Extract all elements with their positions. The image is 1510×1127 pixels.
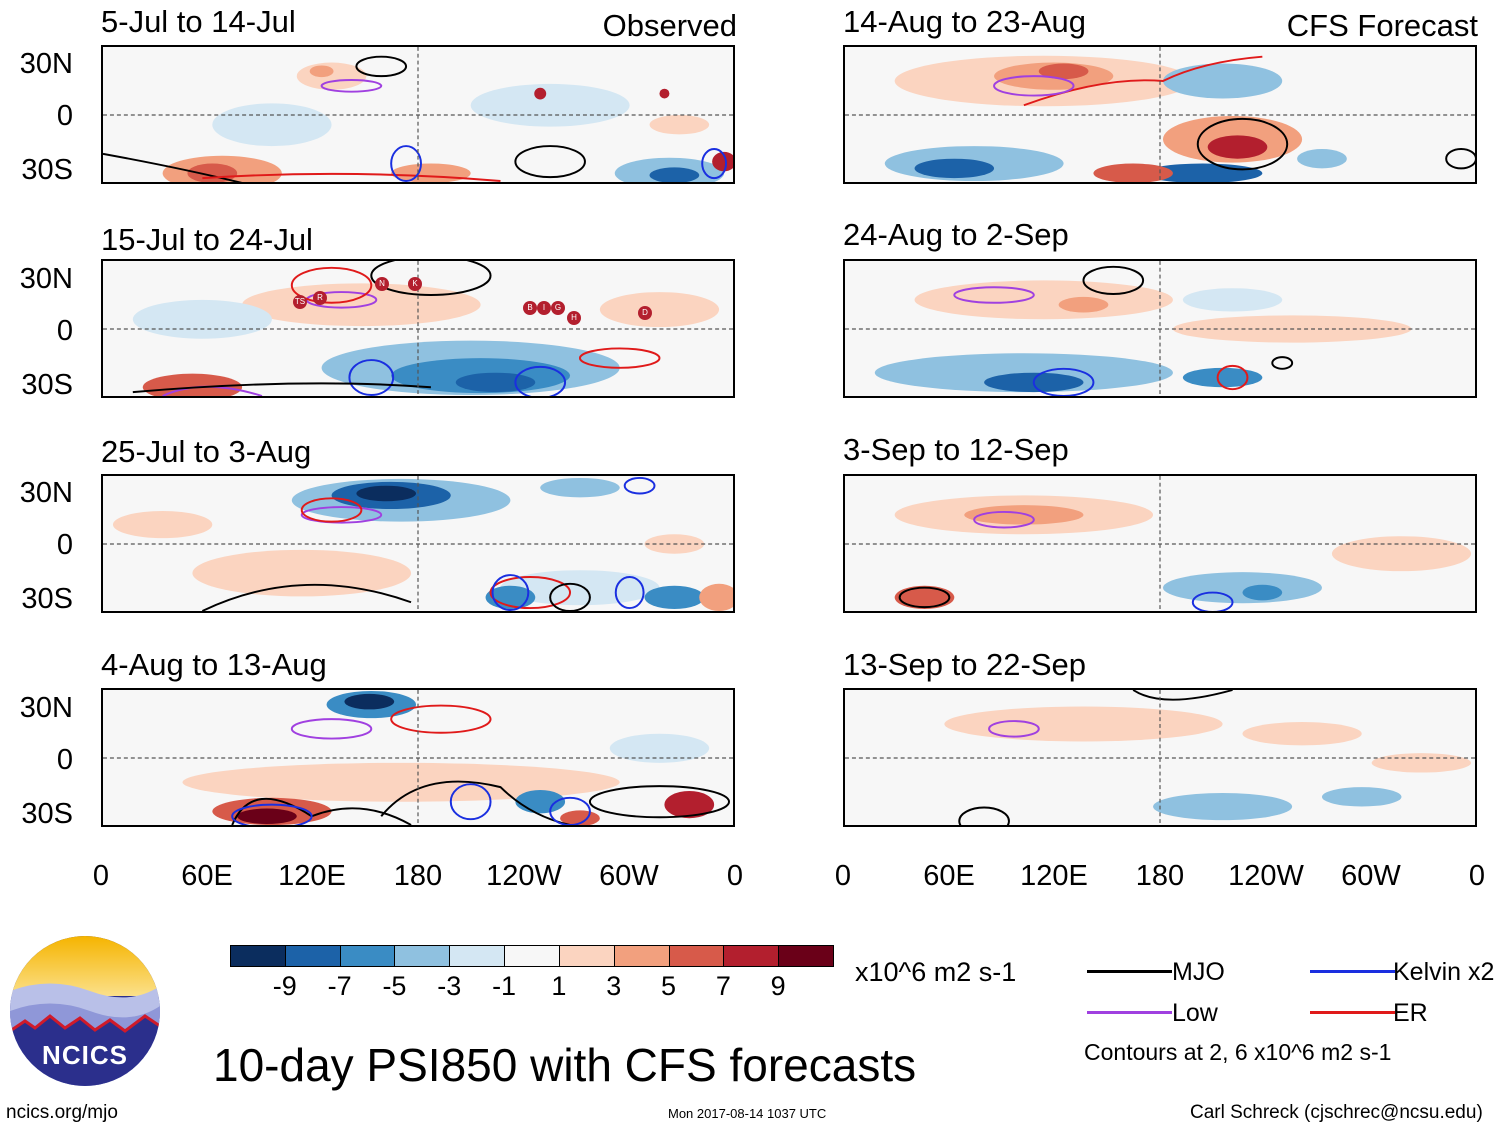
panel-title-fc-1: 14-Aug to 23-Aug	[843, 4, 1087, 39]
ylabel-30s-1: 30S	[21, 154, 73, 186]
panel-title-obs-1: 5-Jul to 14-Jul	[101, 4, 296, 39]
xlabel-left-0b: 0	[726, 860, 744, 892]
colorbar-swatch	[449, 945, 506, 967]
map-forecast-1	[843, 45, 1477, 184]
panel-title-fc-3: 3-Sep to 12-Sep	[843, 432, 1069, 467]
panel-title-obs-2: 15-Jul to 24-Jul	[101, 222, 313, 257]
xlabel-right-60e: 60E	[923, 860, 975, 892]
xlabel-left-120w: 120W	[486, 860, 562, 892]
ylabel-30n-4: 30N	[19, 692, 73, 724]
colorbar-label: -9	[272, 971, 297, 1001]
ylabel-30n-3: 30N	[19, 477, 73, 509]
colorbar-swatch	[558, 945, 615, 967]
xlabel-left-60e: 60E	[181, 860, 233, 892]
ylabel-30s-4: 30S	[21, 798, 73, 830]
ylabel-30n-2: 30N	[19, 263, 73, 295]
colorbar-label: -1	[492, 971, 517, 1001]
panel-title-obs-4: 4-Aug to 13-Aug	[101, 647, 327, 682]
ylabel-eq-1: 0	[56, 100, 73, 132]
colorbar-swatch	[230, 945, 286, 967]
storm-marker: B	[523, 301, 537, 315]
timestamp: Mon 2017-08-14 1037 UTC	[668, 1106, 827, 1121]
credit: Carl Schreck (cjschrec@ncsu.edu)	[1190, 1102, 1483, 1123]
colorbar-label: 7	[715, 971, 731, 1001]
legend-low-label: Low	[1172, 999, 1218, 1027]
colorbar-unit: x10^6 m2 s-1	[855, 957, 1017, 987]
colorbar-swatch	[723, 945, 780, 967]
ylabel-30s-2: 30S	[21, 369, 73, 401]
storm-marker: I	[537, 301, 551, 315]
xlabel-right-120w: 120W	[1228, 860, 1304, 892]
ylabel-eq-4: 0	[56, 744, 73, 776]
colorbar-label: 3	[606, 971, 622, 1001]
legend-low-line	[1087, 1011, 1172, 1014]
map-observed-1	[101, 45, 735, 184]
colorbar-label: 1	[551, 971, 567, 1001]
map-forecast-2	[843, 259, 1477, 398]
panel-title-fc-4: 13-Sep to 22-Sep	[843, 647, 1087, 682]
storm-marker: K	[408, 277, 422, 291]
xlabel-right-0: 0	[834, 860, 852, 892]
map-observed-2: TS R N K B I G H D	[101, 259, 735, 398]
website-link[interactable]: ncics.org/mjo	[6, 1102, 118, 1123]
map-observed-3	[101, 474, 735, 613]
map-forecast-4	[843, 688, 1477, 827]
xlabel-left-180: 180	[393, 860, 443, 892]
colorbar-label: 9	[770, 971, 786, 1001]
main-title: 10-day PSI850 with CFS forecasts	[213, 1039, 917, 1091]
legend-er-line	[1310, 1011, 1395, 1014]
colorbar-label: -3	[437, 971, 462, 1001]
storm-marker: R	[313, 291, 327, 305]
xlabel-left-0: 0	[92, 860, 110, 892]
logo-text: NCICS	[42, 1040, 128, 1070]
forecast-label: CFS Forecast	[1286, 8, 1478, 43]
legend-mjo-label: MJO	[1172, 958, 1225, 986]
contours-note: Contours at 2, 6 x10^6 m2 s-1	[1084, 1039, 1392, 1065]
colorbar-label: -5	[382, 971, 407, 1001]
xlabel-right-60w: 60W	[1341, 860, 1401, 892]
legend-kelvin-line	[1310, 970, 1395, 973]
panel-title-obs-3: 25-Jul to 3-Aug	[101, 434, 312, 469]
colorbar-swatch	[339, 945, 396, 967]
storm-marker: G	[551, 301, 565, 315]
ncics-logo: NCICS	[10, 936, 160, 1086]
xlabel-right-0b: 0	[1468, 860, 1486, 892]
storm-marker: H	[567, 311, 581, 325]
colorbar-swatch	[668, 945, 725, 967]
ylabel-30n-1: 30N	[19, 48, 73, 80]
colorbar-swatch	[613, 945, 670, 967]
map-observed-4	[101, 688, 735, 827]
xlabel-left-60w: 60W	[599, 860, 659, 892]
storm-marker: TS	[293, 295, 307, 309]
colorbar-swatch	[394, 945, 451, 967]
panel-title-fc-2: 24-Aug to 2-Sep	[843, 217, 1069, 252]
observed-label: Observed	[602, 8, 737, 43]
legend-er-label: ER	[1393, 999, 1428, 1027]
colorbar-swatch	[504, 945, 560, 967]
storm-marker: D	[638, 306, 652, 320]
ylabel-eq-2: 0	[56, 315, 73, 347]
colorbar-label: -7	[327, 971, 352, 1001]
ylabel-eq-3: 0	[56, 529, 73, 561]
xlabel-right-180: 180	[1135, 860, 1185, 892]
colorbar-label: 5	[661, 971, 677, 1001]
storm-marker: N	[375, 277, 389, 291]
xlabel-right-120e: 120E	[1020, 860, 1088, 892]
map-forecast-3	[843, 474, 1477, 613]
ylabel-30s-3: 30S	[21, 583, 73, 615]
colorbar-swatch	[778, 945, 834, 967]
legend-mjo-line	[1087, 970, 1172, 973]
legend-kelvin-label: Kelvin x2	[1393, 958, 1495, 986]
xlabel-left-120e: 120E	[278, 860, 346, 892]
colorbar-swatch	[284, 945, 341, 967]
